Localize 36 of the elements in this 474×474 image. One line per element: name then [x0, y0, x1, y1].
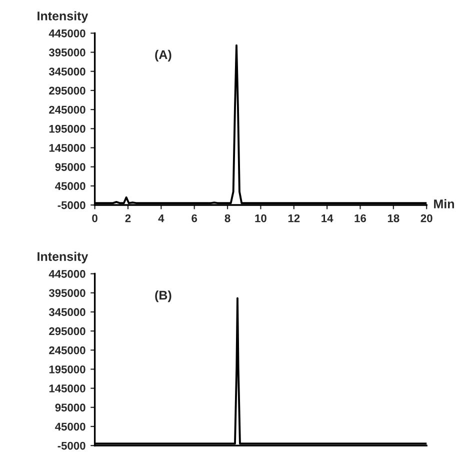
annotation: (B)	[155, 290, 172, 302]
y-tick-label: 95000	[55, 404, 86, 412]
y-tick-label: 295000	[49, 86, 86, 95]
x-tick-label: 20	[420, 214, 432, 222]
x-tick-label: 8	[224, 214, 230, 222]
y-tick-label: 45000	[55, 182, 86, 190]
y-tick-label: 45000	[55, 422, 86, 431]
x-tick-label: 14	[322, 214, 334, 222]
y-tick-label: 345000	[48, 68, 86, 76]
y-tick-label: -5000	[58, 442, 86, 450]
y-tick-label: 195000	[49, 365, 86, 374]
x-tick-label: 16	[354, 214, 366, 222]
y-tick-label: -5000	[58, 201, 86, 210]
y-tick-label: 445000	[48, 29, 86, 38]
x-tick-label: 12	[288, 214, 300, 222]
y-tick-label: 145000	[49, 144, 86, 152]
y-axis-title: Intensity	[38, 11, 88, 23]
y-tick-label: 295000	[49, 327, 86, 336]
x-tick-label: 0	[92, 214, 98, 222]
x-tick-label: 2	[125, 214, 131, 222]
x-tick-label: 4	[158, 214, 164, 222]
y-tick-label: 445000	[48, 270, 86, 278]
x-axis-title: Min	[434, 199, 454, 208]
y-tick-label: 395000	[48, 48, 86, 56]
y-tick-label: 145000	[49, 384, 86, 392]
x-tick-label: 10	[255, 214, 266, 222]
y-tick-label: 245000	[49, 106, 86, 114]
y-tick-label: 195000	[49, 124, 86, 133]
y-tick-label: 95000	[55, 163, 86, 171]
x-tick-label: 18	[388, 214, 400, 222]
y-axis-title: Intensity	[38, 252, 88, 264]
y-tick-label: 395000	[48, 289, 86, 297]
annotation: (A)	[155, 50, 172, 62]
y-tick-label: 245000	[49, 346, 86, 354]
x-tick-label: 6	[192, 214, 198, 222]
y-tick-label: 345000	[48, 308, 86, 316]
